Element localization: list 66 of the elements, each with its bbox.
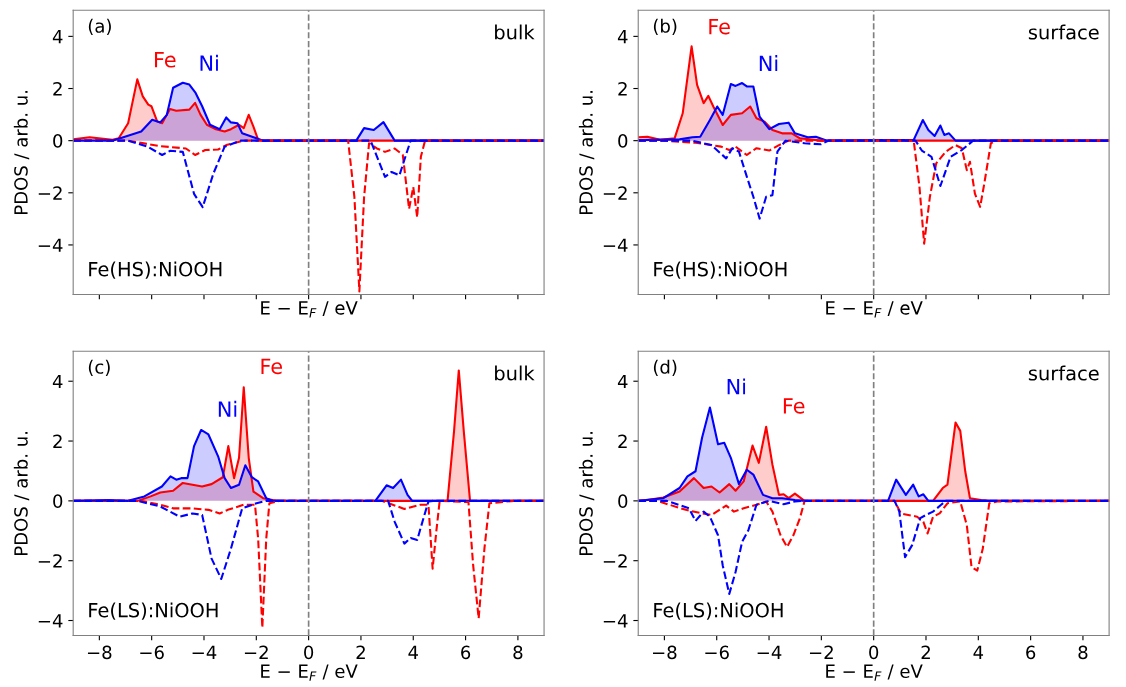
x-tick-label: −4 bbox=[757, 645, 782, 659]
x-tick-label: 0 bbox=[869, 645, 879, 660]
x-tick-label: 6 bbox=[461, 645, 471, 660]
annotation: bulk bbox=[495, 24, 535, 40]
x-axis-title: E − E$_{F}$ / eV bbox=[826, 664, 923, 681]
y-axis-title: PDOS / arb. u. bbox=[578, 91, 595, 214]
annotation: Fe(HS):NiOOH bbox=[89, 261, 222, 279]
annotation: surface bbox=[1028, 24, 1099, 40]
annotation: (c) bbox=[88, 359, 110, 376]
y-tick-label: 2 bbox=[618, 81, 627, 96]
series-label: Ni bbox=[200, 54, 218, 71]
y-tick-label: −2 bbox=[603, 554, 627, 568]
x-tick-label: 0 bbox=[304, 645, 314, 660]
y-tick-label: 2 bbox=[53, 81, 62, 96]
annotation: surface bbox=[1028, 365, 1099, 381]
annotation: (b) bbox=[653, 18, 677, 35]
x-tick-label: 2 bbox=[356, 645, 365, 659]
x-tick-label: 8 bbox=[1078, 645, 1088, 660]
x-tick-label: 2 bbox=[921, 645, 930, 659]
y-tick-label: −2 bbox=[603, 186, 627, 200]
x-tick-label: −8 bbox=[653, 645, 677, 660]
y-axis-title: PDOS / arb. u. bbox=[13, 91, 30, 214]
y-tick-label: 2 bbox=[53, 434, 62, 448]
y-tick-label: −4 bbox=[38, 238, 63, 252]
annotation: Fe(HS):NiOOH bbox=[654, 261, 787, 279]
y-axis-title: PDOS / arb. u. bbox=[13, 432, 30, 555]
y-tick-label: −2 bbox=[38, 186, 62, 200]
x-axis-title: E − E$_{F}$ / eV bbox=[826, 301, 923, 318]
x-tick-label: −4 bbox=[192, 645, 217, 659]
y-tick-label: 0 bbox=[618, 494, 628, 508]
series-label: Ni bbox=[218, 400, 237, 417]
series-label: Ni bbox=[727, 378, 746, 395]
x-axis-title: E − E$_{F}$ / eV bbox=[261, 664, 358, 681]
series-label: Ni bbox=[759, 55, 778, 71]
series-label: Fe bbox=[709, 18, 730, 35]
y-tick-label: −4 bbox=[38, 614, 63, 628]
x-axis-title: E − E$_{F}$ / eV bbox=[261, 301, 358, 318]
y-axis-title: PDOS / arb. u. bbox=[578, 432, 595, 555]
y-tick-label: −2 bbox=[38, 554, 62, 568]
y-tick-label: 2 bbox=[618, 434, 627, 448]
series-label: Fe bbox=[783, 398, 805, 414]
series-label: Fe bbox=[261, 358, 282, 375]
x-tick-label: 8 bbox=[513, 645, 523, 660]
y-tick-label: 4 bbox=[52, 374, 63, 389]
x-tick-label: −6 bbox=[140, 645, 164, 660]
y-tick-label: 0 bbox=[53, 134, 63, 148]
annotation: (a) bbox=[88, 18, 111, 35]
y-tick-label: −4 bbox=[603, 614, 628, 628]
y-tick-label: −4 bbox=[603, 238, 628, 252]
x-tick-label: −8 bbox=[87, 645, 112, 660]
x-tick-label: −2 bbox=[809, 645, 833, 659]
x-tick-label: 6 bbox=[1026, 645, 1036, 660]
y-tick-label: 4 bbox=[617, 30, 628, 44]
annotation: Fe(LS):NiOOH bbox=[654, 602, 783, 620]
y-tick-label: 0 bbox=[53, 494, 63, 508]
y-tick-label: 4 bbox=[617, 374, 628, 389]
annotation: bulk bbox=[495, 365, 535, 381]
y-tick-label: 4 bbox=[52, 30, 63, 44]
x-tick-label: 4 bbox=[408, 645, 418, 659]
x-tick-label: −2 bbox=[244, 645, 268, 659]
y-tick-label: 0 bbox=[618, 134, 628, 148]
annotation: Fe(LS):NiOOH bbox=[89, 602, 218, 620]
x-tick-label: −6 bbox=[705, 645, 729, 660]
x-tick-label: 4 bbox=[973, 645, 984, 659]
annotation: (d) bbox=[653, 359, 677, 376]
series-label: Fe bbox=[155, 52, 176, 68]
